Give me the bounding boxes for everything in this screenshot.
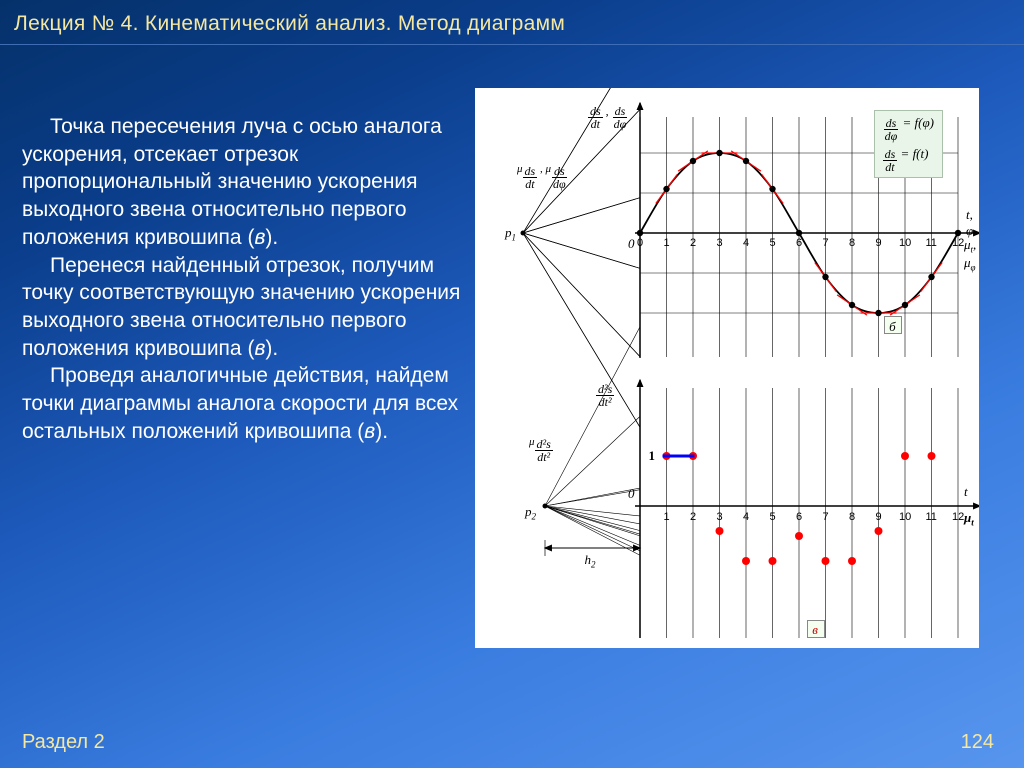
p1-tail: ).	[265, 226, 278, 249]
paragraph-2: Перенеся найденный отрезок, получим точк…	[22, 252, 465, 363]
title-divider	[0, 44, 1024, 45]
slide-title: Лекция № 4. Кинематический анализ. Метод…	[14, 12, 1010, 36]
p3-em: в	[364, 420, 375, 443]
kinematic-diagram: 0123456789101112p10t, φμt, μφdsdt , dsdφ…	[475, 88, 979, 648]
diagram-column: 0123456789101112p10t, φμt, μφdsdt , dsdφ…	[475, 78, 1024, 708]
content-area: Точка пересечения луча с осью аналога ус…	[0, 78, 1024, 708]
footer-section: Раздел 2	[22, 731, 105, 754]
p2-tail: ).	[265, 337, 278, 360]
paragraph-3: Проведя аналогичные действия, найдем точ…	[22, 362, 465, 445]
body-text: Точка пересечения луча с осью аналога ус…	[0, 78, 475, 708]
p1-text: Точка пересечения луча с осью аналога ус…	[22, 115, 442, 249]
footer: Раздел 2 124	[0, 731, 1024, 754]
footer-page: 124	[961, 731, 994, 754]
p3-tail: ).	[375, 420, 388, 443]
formula-box: dsdφ = f(φ)dsdt = f(t)	[874, 110, 943, 178]
paragraph-1: Точка пересечения луча с осью аналога ус…	[22, 113, 465, 252]
p2-text: Перенеся найденный отрезок, получим точк…	[22, 254, 460, 360]
p2-em: в	[254, 337, 265, 360]
p3-text: Проведя аналогичные действия, найдем точ…	[22, 364, 458, 442]
p1-em: в	[254, 226, 265, 249]
